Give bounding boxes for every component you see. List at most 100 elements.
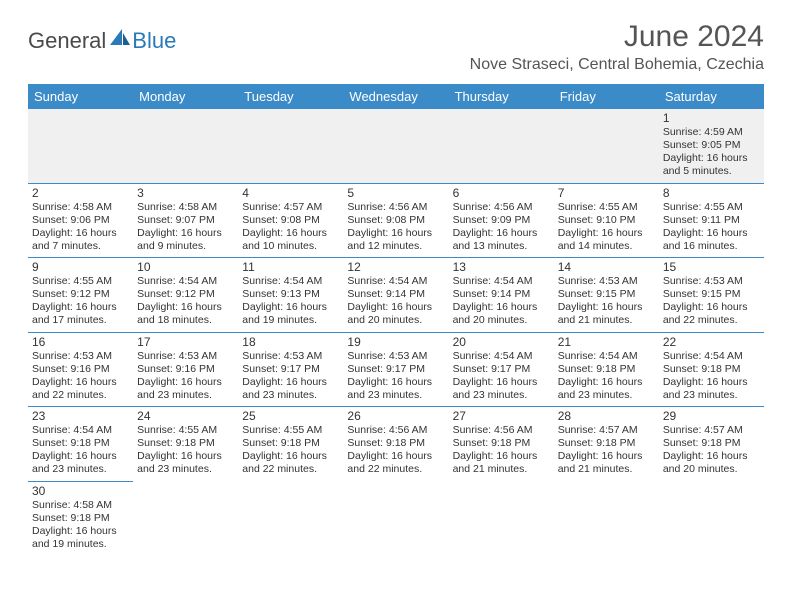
daylight-line: Daylight: 16 hours and 23 minutes. bbox=[663, 376, 748, 401]
calendar-cell: 5Sunrise: 4:56 AMSunset: 9:08 PMDaylight… bbox=[343, 183, 448, 258]
calendar-cell: 27Sunrise: 4:56 AMSunset: 9:18 PMDayligh… bbox=[449, 407, 554, 482]
daylight-line: Daylight: 16 hours and 17 minutes. bbox=[32, 301, 117, 326]
daylight-line: Daylight: 16 hours and 23 minutes. bbox=[242, 376, 327, 401]
sunset-line: Sunset: 9:08 PM bbox=[347, 214, 425, 226]
sunset-line: Sunset: 9:14 PM bbox=[347, 288, 425, 300]
calendar-row: 23Sunrise: 4:54 AMSunset: 9:18 PMDayligh… bbox=[28, 407, 764, 482]
sunset-line: Sunset: 9:18 PM bbox=[347, 437, 425, 449]
sunset-line: Sunset: 9:16 PM bbox=[137, 363, 215, 375]
calendar-row: 16Sunrise: 4:53 AMSunset: 9:16 PMDayligh… bbox=[28, 332, 764, 407]
calendar-cell: 7Sunrise: 4:55 AMSunset: 9:10 PMDaylight… bbox=[554, 183, 659, 258]
calendar-cell: 22Sunrise: 4:54 AMSunset: 9:18 PMDayligh… bbox=[659, 332, 764, 407]
day-details: Sunrise: 4:53 AMSunset: 9:16 PMDaylight:… bbox=[137, 350, 234, 403]
day-details: Sunrise: 4:53 AMSunset: 9:15 PMDaylight:… bbox=[663, 275, 760, 328]
sunset-line: Sunset: 9:15 PM bbox=[558, 288, 636, 300]
location: Nove Straseci, Central Bohemia, Czechia bbox=[470, 56, 764, 74]
month-title: June 2024 bbox=[470, 20, 764, 54]
day-number: 5 bbox=[347, 186, 444, 200]
sunrise-line: Sunrise: 4:56 AM bbox=[453, 201, 533, 213]
sunrise-line: Sunrise: 4:54 AM bbox=[453, 350, 533, 362]
calendar-cell: 26Sunrise: 4:56 AMSunset: 9:18 PMDayligh… bbox=[343, 407, 448, 482]
day-number: 21 bbox=[558, 335, 655, 349]
sunset-line: Sunset: 9:18 PM bbox=[32, 512, 110, 524]
day-number: 16 bbox=[32, 335, 129, 349]
day-header: Sunday bbox=[28, 84, 133, 109]
sunrise-line: Sunrise: 4:59 AM bbox=[663, 126, 743, 138]
sunrise-line: Sunrise: 4:53 AM bbox=[32, 350, 112, 362]
calendar-cell: 1Sunrise: 4:59 AMSunset: 9:05 PMDaylight… bbox=[659, 109, 764, 183]
day-details: Sunrise: 4:56 AMSunset: 9:09 PMDaylight:… bbox=[453, 201, 550, 254]
calendar-cell: 19Sunrise: 4:53 AMSunset: 9:17 PMDayligh… bbox=[343, 332, 448, 407]
day-details: Sunrise: 4:57 AMSunset: 9:18 PMDaylight:… bbox=[663, 424, 760, 477]
sunset-line: Sunset: 9:13 PM bbox=[242, 288, 320, 300]
day-number: 1 bbox=[663, 111, 760, 125]
day-details: Sunrise: 4:58 AMSunset: 9:06 PMDaylight:… bbox=[32, 201, 129, 254]
calendar-cell: 20Sunrise: 4:54 AMSunset: 9:17 PMDayligh… bbox=[449, 332, 554, 407]
day-number: 2 bbox=[32, 186, 129, 200]
day-number: 20 bbox=[453, 335, 550, 349]
sunset-line: Sunset: 9:18 PM bbox=[663, 363, 741, 375]
calendar-row: 9Sunrise: 4:55 AMSunset: 9:12 PMDaylight… bbox=[28, 258, 764, 333]
sunrise-line: Sunrise: 4:55 AM bbox=[558, 201, 638, 213]
page: General Blue June 2024 Nove Straseci, Ce… bbox=[0, 0, 792, 575]
daylight-line: Daylight: 16 hours and 19 minutes. bbox=[242, 301, 327, 326]
day-details: Sunrise: 4:53 AMSunset: 9:16 PMDaylight:… bbox=[32, 350, 129, 403]
sunrise-line: Sunrise: 4:58 AM bbox=[32, 201, 112, 213]
calendar-row: 30Sunrise: 4:58 AMSunset: 9:18 PMDayligh… bbox=[28, 481, 764, 555]
sunrise-line: Sunrise: 4:58 AM bbox=[137, 201, 217, 213]
sunrise-line: Sunrise: 4:54 AM bbox=[137, 275, 217, 287]
daylight-line: Daylight: 16 hours and 21 minutes. bbox=[453, 450, 538, 475]
daylight-line: Daylight: 16 hours and 18 minutes. bbox=[137, 301, 222, 326]
day-number: 10 bbox=[137, 260, 234, 274]
day-details: Sunrise: 4:54 AMSunset: 9:14 PMDaylight:… bbox=[453, 275, 550, 328]
calendar-cell bbox=[449, 481, 554, 555]
calendar-cell: 8Sunrise: 4:55 AMSunset: 9:11 PMDaylight… bbox=[659, 183, 764, 258]
day-number: 27 bbox=[453, 409, 550, 423]
day-number: 18 bbox=[242, 335, 339, 349]
sunrise-line: Sunrise: 4:53 AM bbox=[242, 350, 322, 362]
sunrise-line: Sunrise: 4:53 AM bbox=[137, 350, 217, 362]
logo-sail-icon bbox=[110, 29, 132, 52]
calendar-cell: 3Sunrise: 4:58 AMSunset: 9:07 PMDaylight… bbox=[133, 183, 238, 258]
sunset-line: Sunset: 9:18 PM bbox=[32, 437, 110, 449]
day-number: 9 bbox=[32, 260, 129, 274]
calendar-cell bbox=[554, 481, 659, 555]
sunset-line: Sunset: 9:14 PM bbox=[453, 288, 531, 300]
sunset-line: Sunset: 9:16 PM bbox=[32, 363, 110, 375]
daylight-line: Daylight: 16 hours and 23 minutes. bbox=[137, 450, 222, 475]
day-details: Sunrise: 4:53 AMSunset: 9:17 PMDaylight:… bbox=[347, 350, 444, 403]
day-header: Thursday bbox=[449, 84, 554, 109]
day-header-row: Sunday Monday Tuesday Wednesday Thursday… bbox=[28, 84, 764, 109]
day-header: Tuesday bbox=[238, 84, 343, 109]
calendar-cell bbox=[238, 481, 343, 555]
day-number: 11 bbox=[242, 260, 339, 274]
calendar-cell: 14Sunrise: 4:53 AMSunset: 9:15 PMDayligh… bbox=[554, 258, 659, 333]
day-number: 3 bbox=[137, 186, 234, 200]
calendar-cell bbox=[554, 109, 659, 183]
day-details: Sunrise: 4:54 AMSunset: 9:17 PMDaylight:… bbox=[453, 350, 550, 403]
daylight-line: Daylight: 16 hours and 16 minutes. bbox=[663, 227, 748, 252]
title-block: June 2024 Nove Straseci, Central Bohemia… bbox=[470, 20, 764, 74]
sunset-line: Sunset: 9:12 PM bbox=[32, 288, 110, 300]
logo-text-general: General bbox=[28, 28, 106, 54]
day-number: 4 bbox=[242, 186, 339, 200]
sunset-line: Sunset: 9:10 PM bbox=[558, 214, 636, 226]
sunset-line: Sunset: 9:18 PM bbox=[558, 363, 636, 375]
calendar-table: Sunday Monday Tuesday Wednesday Thursday… bbox=[28, 84, 764, 555]
daylight-line: Daylight: 16 hours and 23 minutes. bbox=[137, 376, 222, 401]
daylight-line: Daylight: 16 hours and 22 minutes. bbox=[663, 301, 748, 326]
sunrise-line: Sunrise: 4:57 AM bbox=[558, 424, 638, 436]
day-number: 15 bbox=[663, 260, 760, 274]
day-number: 19 bbox=[347, 335, 444, 349]
day-details: Sunrise: 4:54 AMSunset: 9:14 PMDaylight:… bbox=[347, 275, 444, 328]
daylight-line: Daylight: 16 hours and 22 minutes. bbox=[347, 450, 432, 475]
calendar-cell bbox=[28, 109, 133, 183]
day-number: 24 bbox=[137, 409, 234, 423]
sunrise-line: Sunrise: 4:54 AM bbox=[32, 424, 112, 436]
daylight-line: Daylight: 16 hours and 9 minutes. bbox=[137, 227, 222, 252]
day-number: 6 bbox=[453, 186, 550, 200]
daylight-line: Daylight: 16 hours and 12 minutes. bbox=[347, 227, 432, 252]
daylight-line: Daylight: 16 hours and 23 minutes. bbox=[347, 376, 432, 401]
day-number: 30 bbox=[32, 484, 129, 498]
calendar-cell bbox=[343, 109, 448, 183]
